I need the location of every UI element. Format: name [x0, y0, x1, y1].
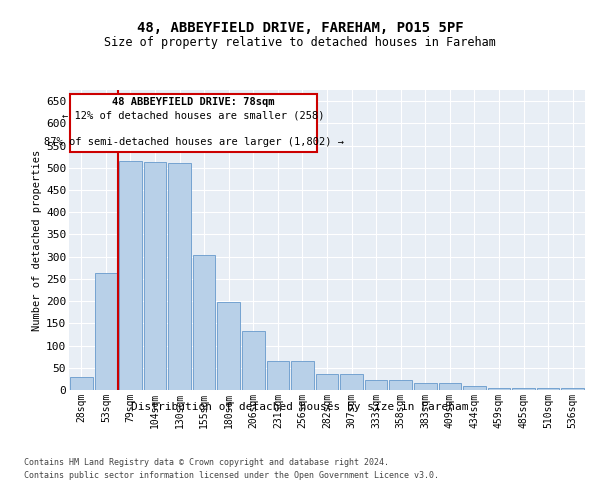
Text: 48, ABBEYFIELD DRIVE, FAREHAM, PO15 5PF: 48, ABBEYFIELD DRIVE, FAREHAM, PO15 5PF	[137, 20, 463, 34]
Text: Contains HM Land Registry data © Crown copyright and database right 2024.: Contains HM Land Registry data © Crown c…	[24, 458, 389, 467]
Bar	[316, 374, 338, 390]
Text: ← 12% of detached houses are smaller (258): ← 12% of detached houses are smaller (25…	[62, 110, 325, 120]
Bar	[168, 164, 191, 390]
Bar	[291, 361, 314, 390]
Bar	[340, 374, 363, 390]
Bar	[266, 361, 289, 390]
Bar	[562, 388, 584, 390]
Bar	[488, 388, 511, 390]
Y-axis label: Number of detached properties: Number of detached properties	[32, 150, 42, 330]
Bar	[193, 256, 215, 390]
Bar	[439, 384, 461, 390]
Bar	[389, 380, 412, 390]
Bar	[95, 273, 117, 390]
Bar	[217, 302, 240, 390]
Bar	[119, 161, 142, 390]
Bar	[70, 376, 92, 390]
Bar	[512, 388, 535, 390]
Bar	[537, 388, 559, 390]
Text: Distribution of detached houses by size in Fareham: Distribution of detached houses by size …	[131, 402, 469, 412]
Bar	[143, 162, 166, 390]
Bar	[242, 332, 265, 390]
Text: Size of property relative to detached houses in Fareham: Size of property relative to detached ho…	[104, 36, 496, 49]
Text: Contains public sector information licensed under the Open Government Licence v3: Contains public sector information licen…	[24, 472, 439, 480]
FancyBboxPatch shape	[70, 94, 317, 152]
Bar	[463, 386, 486, 390]
Text: 48 ABBEYFIELD DRIVE: 78sqm: 48 ABBEYFIELD DRIVE: 78sqm	[112, 97, 275, 107]
Bar	[414, 384, 437, 390]
Bar	[365, 380, 388, 390]
Text: 87% of semi-detached houses are larger (1,802) →: 87% of semi-detached houses are larger (…	[44, 137, 344, 147]
